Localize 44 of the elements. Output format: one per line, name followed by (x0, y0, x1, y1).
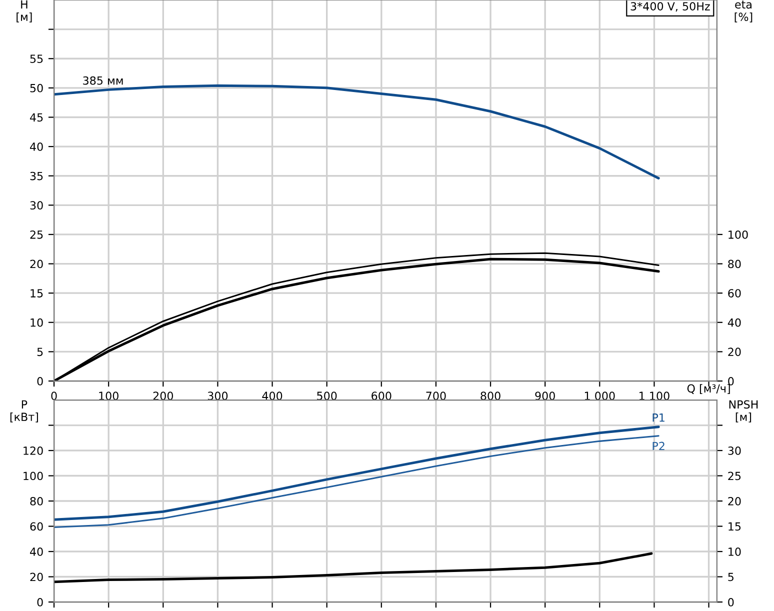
y2-tick-label: 80 (728, 260, 741, 268)
y2-tick-label: 60 (728, 289, 741, 298)
y-tick-label: 55 (30, 54, 43, 63)
y2-axis-title: eta [%] (734, 0, 752, 22)
y-tick-label: 0 (37, 598, 43, 606)
y2-tick-label: 20 (728, 496, 741, 506)
y2-tick-label: 25 (728, 472, 741, 480)
y-tick-label: 60 (30, 522, 43, 531)
x-axis-title: Q [м³/ч] (687, 384, 730, 394)
x-tick-label: 700 (426, 392, 446, 400)
annotation: 385 мм (83, 76, 123, 85)
y2-axis-title: NPSH [м] (729, 400, 758, 422)
y-tick-label: 10 (30, 318, 43, 327)
y2-tick-label: 15 (728, 522, 741, 531)
series-label: P1 (652, 414, 664, 422)
y-tick-label: 15 (30, 289, 43, 298)
y-tick-label: 0 (37, 376, 43, 386)
chart-title: 3*400 V, 50Hz (630, 2, 710, 12)
y-tick-label: 30 (30, 201, 43, 210)
y2-tick-label: 30 (728, 446, 741, 455)
y-tick-label: 5 (37, 348, 43, 356)
y-tick-label: 100 (24, 472, 43, 480)
y-tick-label: 25 (30, 230, 43, 239)
y2-tick-label: 100 (728, 230, 748, 239)
y2-tick-label: 40 (728, 318, 741, 327)
y-axis-title: P [кВт] (10, 400, 38, 422)
y-tick-label: 20 (30, 572, 43, 582)
y2-tick-label: 10 (728, 547, 741, 556)
y-tick-label: 40 (30, 547, 43, 556)
y-tick-label: 45 (30, 113, 43, 122)
y2-tick-label: 0 (728, 376, 734, 386)
y-tick-label: 50 (30, 84, 43, 92)
y-tick-label: 80 (30, 496, 43, 506)
x-tick-label: 600 (372, 392, 392, 400)
y2-tick-label: 5 (728, 572, 734, 582)
y-tick-label: 35 (30, 172, 43, 180)
y-tick-label: 40 (30, 142, 43, 151)
y-axis-title: H [м] (16, 0, 32, 22)
y2-tick-label: 20 (728, 348, 741, 356)
y2-tick-label: 0 (728, 598, 734, 606)
x-tick-label: 0 (51, 392, 57, 400)
series-label: P2 (652, 442, 664, 450)
y-tick-label: 120 (24, 446, 43, 455)
y-tick-label: 20 (30, 260, 43, 268)
